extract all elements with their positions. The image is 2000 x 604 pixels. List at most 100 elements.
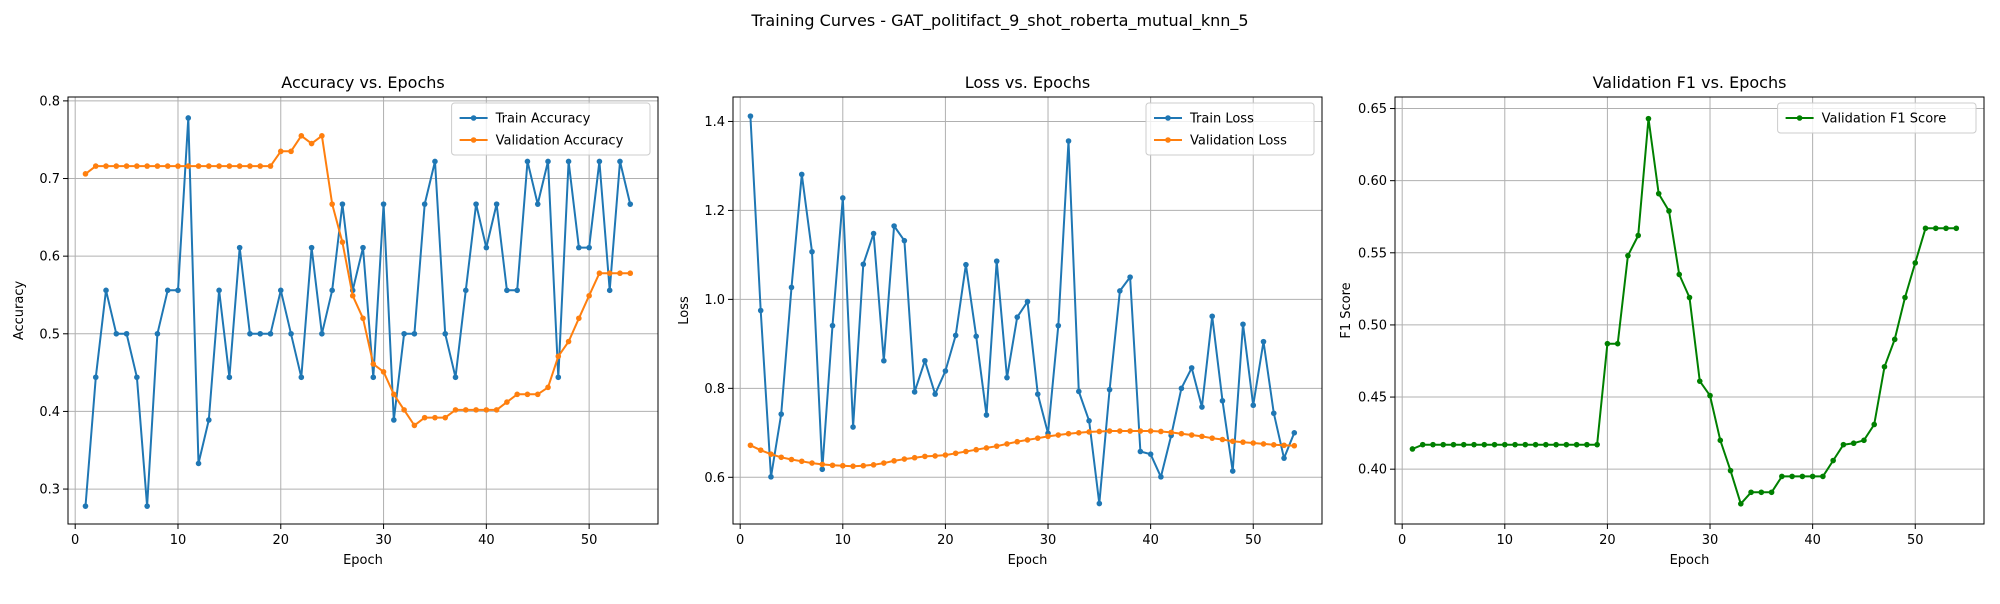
chart-1-series-1-point xyxy=(576,244,582,251)
chart-2-ytick-label: 1.0 xyxy=(704,293,725,308)
chart-1-series-2-point xyxy=(82,171,89,177)
chart-3-series-1-point xyxy=(1676,271,1683,278)
chart-3-series-1-point xyxy=(1861,437,1867,444)
chart-1-series-2-point xyxy=(113,163,120,169)
chart-2-series-2-point xyxy=(901,456,908,462)
chart-2-series-1-point xyxy=(1065,138,1072,144)
chart-2-series-2-point xyxy=(1024,437,1031,443)
chart-3-series-1-point xyxy=(1696,378,1703,384)
chart-1-series-1-point xyxy=(185,115,192,121)
chart-2-series-2-point xyxy=(973,446,979,453)
chart-2-series-2-point xyxy=(850,463,856,469)
chart-1-series-2-point xyxy=(534,391,541,398)
chart-1-series-1-point xyxy=(164,287,171,294)
chart-1-series-1-point xyxy=(432,158,438,165)
chart-1-series-1-point xyxy=(391,417,397,423)
chart-2-series-1-point xyxy=(1270,410,1277,417)
chart-2-series-2-point xyxy=(1250,440,1257,446)
chart-1-series-2-point xyxy=(154,163,161,169)
chart-1-series-1-point xyxy=(308,244,315,251)
chart-2-series-2-point xyxy=(1045,433,1051,440)
chart-1-series-1-point xyxy=(370,374,377,381)
chart-2-series-2-point xyxy=(881,460,887,466)
chart-1-series-2-point xyxy=(473,407,479,413)
chart-2-frame xyxy=(732,96,1323,525)
chart-2-series-2-point xyxy=(932,453,938,459)
chart-3-series-1-point xyxy=(1727,467,1734,474)
chart-3-series-1-point xyxy=(1563,441,1570,448)
chart-1-series-1-point xyxy=(82,503,89,509)
chart-3-series-1-point xyxy=(1820,473,1826,480)
chart-2-series-1-point xyxy=(881,357,887,364)
chart-1-series-2-point xyxy=(545,384,551,391)
chart-2-series-1-point xyxy=(1076,388,1082,395)
chart-1-series-1-point xyxy=(462,287,469,294)
chart-2-series-1-point xyxy=(1086,418,1092,424)
chart-1-series-1-point xyxy=(247,330,253,337)
chart-1-series-1-point xyxy=(483,244,490,251)
chart-1-series-1-point xyxy=(473,201,479,207)
chart-1-ylabel: Accuracy xyxy=(12,281,27,341)
chart-3-series-1-point xyxy=(1481,441,1488,448)
chart-1-legend-box xyxy=(451,102,651,156)
chart-1-series-2-point xyxy=(329,201,335,207)
chart-2-series-2-point xyxy=(1055,432,1062,438)
chart-2-series-1-point xyxy=(993,258,1000,264)
chart-2-series-2-point xyxy=(1219,436,1226,443)
chart-1-series-2-point xyxy=(483,407,490,413)
chart-2-series-1-point xyxy=(778,411,785,417)
chart-2-series-1-point xyxy=(1024,298,1031,305)
chart-1-series-1-point xyxy=(514,287,520,294)
chart-3-title: Validation F1 vs. Epochs xyxy=(1593,73,1787,92)
chart-1-series-2-point xyxy=(185,163,192,169)
chart-1-series-2-point xyxy=(267,163,274,169)
chart-3-series-1-point xyxy=(1799,473,1806,480)
chart-2-series-2-point xyxy=(1147,428,1154,434)
chart-1-series-2-point xyxy=(452,407,459,413)
chart-1-series-2-point xyxy=(257,163,264,169)
chart-3-series-1-point xyxy=(1809,473,1816,480)
chart-1-title: Accuracy vs. Epochs xyxy=(281,73,444,92)
chart-2-series-1-point xyxy=(1209,313,1216,320)
chart-1-xtick-label: 0 xyxy=(71,533,79,548)
chart-2-series-1-point xyxy=(1014,314,1021,320)
chart-2-series-2-point xyxy=(1229,438,1236,445)
chart-3-series-1-point xyxy=(1430,441,1436,448)
chart-2-series-2-point xyxy=(788,456,795,463)
chart-3-series-1-point xyxy=(1738,501,1744,507)
chart-2-series-1-point xyxy=(768,474,774,480)
chart-2-series-2-point xyxy=(1281,442,1287,449)
chart-2-series-1-point xyxy=(1240,321,1246,328)
chart-2-series-2-point xyxy=(1137,428,1144,434)
chart-2-series-2-point xyxy=(829,462,836,469)
chart-3-series-1-point xyxy=(1953,225,1960,232)
chart-2-series-2-point xyxy=(983,445,990,451)
chart-1-series-1-point xyxy=(236,244,243,251)
chart-1-series-1-point xyxy=(175,287,181,294)
chart-2-series-1-point xyxy=(870,230,877,237)
chart-1-series-2-point xyxy=(411,422,418,429)
chart-2-series-2-point xyxy=(1086,429,1092,435)
chart-1-series-2-point xyxy=(514,391,520,398)
chart-1-series-1-point xyxy=(360,244,366,251)
chart-1-series-2-point xyxy=(92,163,99,169)
chart-1-series-2-point xyxy=(493,407,500,413)
chart-3-series-1-point xyxy=(1501,441,1508,448)
chart-2-series-1-point xyxy=(911,389,918,395)
chart-2-series-1-point xyxy=(1219,397,1226,404)
chart-2-series-1-point xyxy=(1034,391,1041,397)
chart-2-series-2-point xyxy=(1106,428,1113,434)
chart-2-ytick-label: 1.4 xyxy=(704,115,725,130)
chart-2-series-1-point xyxy=(1004,374,1010,381)
chart-2-xtick-label: 50 xyxy=(1245,533,1262,548)
chart-3-xtick-label: 0 xyxy=(1398,533,1406,548)
chart-1-series-1-point xyxy=(123,330,130,337)
chart-1-series-2-point xyxy=(134,163,140,169)
chart-1-xtick-label: 30 xyxy=(375,533,392,548)
chart-2-title: Loss vs. Epochs xyxy=(965,73,1090,92)
chart-2-series-1-point xyxy=(850,424,856,430)
chart-2-series-1-point xyxy=(901,237,908,244)
chart-2-series-2-point xyxy=(1209,435,1216,441)
chart-1-xtick-label: 40 xyxy=(478,533,495,548)
